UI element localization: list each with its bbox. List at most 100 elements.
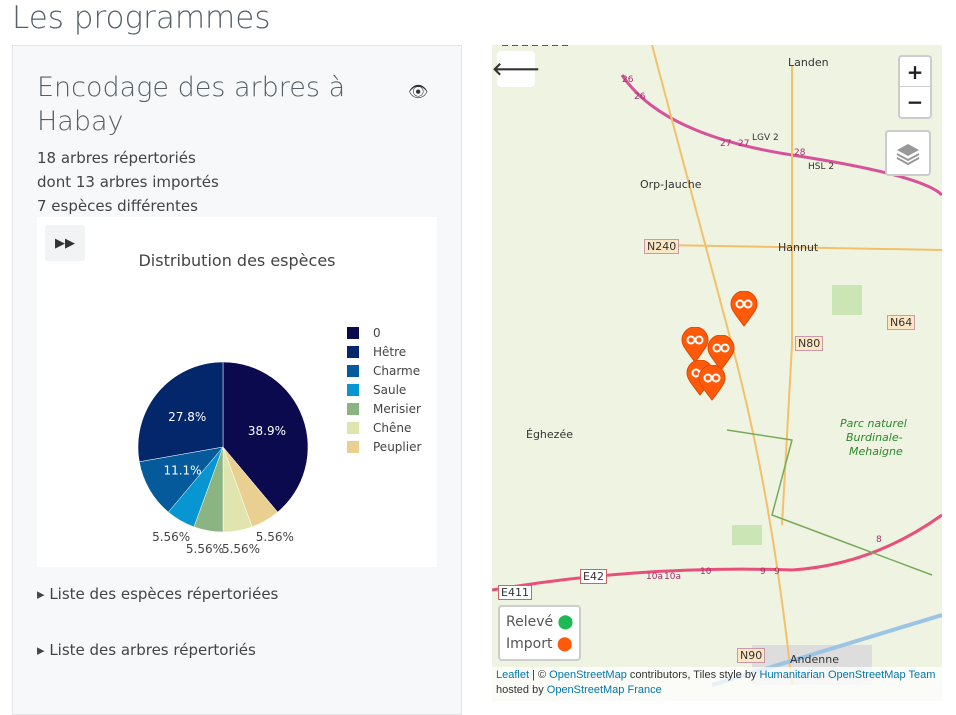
import-marker[interactable] (681, 326, 709, 363)
road-label: 10a (664, 572, 681, 582)
back-button[interactable]: 🡐 (492, 51, 540, 87)
attr-text: contributors, Tiles style by (626, 669, 760, 681)
legend-label: Chêne (373, 420, 412, 435)
eye-icon[interactable]: 👁 (408, 82, 429, 101)
legend-label: 0 (373, 325, 381, 340)
place-label: Hannut (778, 241, 819, 254)
arrow-left-icon: 🡐 (492, 58, 541, 80)
pie-label: 5.56% (152, 530, 190, 544)
pie-slice-0[interactable] (222, 361, 309, 513)
attr-line-1: Leaflet | © OpenStreetMap contributors, … (496, 668, 938, 683)
page-title: Les programmes (12, 0, 271, 36)
road-label: N64 (887, 315, 916, 330)
attr-line-2: hosted by OpenStreetMap France (496, 683, 938, 698)
legend-releve: Relevé ⬤ (506, 611, 573, 633)
park-label: Parc naturel (840, 417, 907, 430)
zoom-out-button[interactable]: − (906, 90, 924, 114)
trees-list-toggle[interactable]: ▸ Liste des arbres répertoriés (37, 641, 256, 659)
map-attribution: Leaflet | © OpenStreetMap contributors, … (492, 667, 942, 701)
import-marker[interactable] (698, 364, 726, 401)
park-label: Burdinale- (846, 431, 903, 444)
layers-icon (896, 144, 920, 166)
pie-slice-Hêtre[interactable] (137, 361, 224, 463)
green-marker-icon: ⬤ (557, 614, 574, 630)
attr-text: hosted by (496, 684, 547, 696)
road-label: 10 (700, 567, 712, 577)
pie-chart: 38.9%5.56%5.56%5.56%5.56%11.1%27.8% (137, 361, 309, 556)
program-card: Encodage des arbres à Habay 👁 18 arbres … (12, 45, 462, 715)
legend-swatch (347, 440, 359, 453)
park-label: Mehaigne (849, 445, 903, 458)
program-title: Encodage des arbres à Habay (37, 72, 346, 137)
species-list-label: Liste des espèces répertoriées (49, 585, 279, 603)
road-label: 9 (760, 567, 766, 577)
legend-swatch (347, 364, 359, 377)
osmfr-link[interactable]: OpenStreetMap France (546, 684, 662, 696)
place-label: Éghezée (526, 428, 573, 441)
osm-link[interactable]: OpenStreetMap (549, 669, 627, 681)
legend-item[interactable]: 0 (347, 323, 421, 342)
road-label: LGV 2 (752, 133, 779, 143)
leaflet-link[interactable]: Leaflet (496, 669, 530, 681)
import-marker[interactable] (707, 334, 735, 371)
zoom-control: + − (898, 55, 932, 119)
legend-label: Charme (373, 363, 421, 378)
pie-label: 27.8% (168, 410, 206, 424)
import-marker[interactable] (730, 290, 758, 327)
legend-swatch (347, 326, 359, 339)
legend-swatch (347, 421, 359, 434)
pie-label: 38.9% (248, 424, 286, 438)
legend-import: Import ⬤ (506, 633, 573, 655)
legend-item[interactable]: Hêtre (347, 342, 421, 361)
road-label: 26 (622, 75, 634, 85)
pie-label: 5.56% (256, 530, 294, 544)
map[interactable]: Landen Orp-Jauche Hannut Éghezée Andenne… (492, 45, 942, 701)
legend-swatch (347, 345, 359, 358)
stat-trees: 18 arbres répertoriés (37, 149, 196, 167)
fast-forward-icon: ▶▶ (55, 235, 75, 251)
road-label: 9 (774, 567, 780, 577)
road-label: 8 (876, 535, 882, 545)
legend-item[interactable]: Merisier (347, 399, 421, 418)
road-label: E411 (498, 585, 532, 600)
stat-species: 7 espèces différentes (37, 197, 198, 215)
zoom-in-button[interactable]: + (900, 57, 930, 87)
fast-forward-button[interactable]: ▶▶ (45, 225, 85, 261)
trees-list-label: Liste des arbres répertoriés (49, 641, 256, 659)
place-label: Andenne (790, 653, 839, 666)
road-label: E42 (580, 569, 607, 584)
layers-button[interactable] (885, 130, 931, 176)
stat-imported: dont 13 arbres importés (37, 173, 219, 191)
species-chart: ▶▶ Distribution des espèces 38.9% 5.56% 5.… (37, 217, 437, 567)
legend-swatch (347, 402, 359, 415)
place-label: Orp-Jauche (640, 178, 702, 191)
program-stats: 18 arbres répertoriés dont 13 arbres imp… (37, 146, 219, 218)
chart-legend: 0 Hêtre Charme Saule Merisier Chêne Peuplier (347, 323, 421, 456)
legend-swatch (347, 383, 359, 396)
road-label: N80 (795, 336, 824, 351)
orange-marker-icon: ⬤ (556, 636, 573, 652)
legend-label: Saule (373, 382, 407, 397)
road-label: HSL 2 (808, 162, 835, 172)
legend-item[interactable]: Peuplier (347, 437, 421, 456)
road-label: 10a (646, 572, 663, 582)
road-label: 28 (794, 148, 806, 158)
hot-link[interactable]: Humanitarian OpenStreetMap Team (759, 669, 936, 681)
road-label: 26 (634, 92, 646, 102)
road-label: 27 (720, 139, 732, 149)
map-legend: Relevé ⬤ Import ⬤ (498, 605, 582, 661)
legend-item[interactable]: Saule (347, 380, 421, 399)
chart-title: Distribution des espèces (138, 251, 336, 270)
attr-text: | © (529, 669, 550, 681)
species-list-toggle[interactable]: ▸ Liste des espèces répertoriées (37, 585, 279, 603)
pie-label: 5.56% (222, 542, 260, 556)
legend-item[interactable]: Charme (347, 361, 421, 380)
legend-label: Merisier (373, 401, 421, 416)
legend-item[interactable]: Chêne (347, 418, 421, 437)
road-label: N90 (737, 648, 766, 663)
legend-label: Hêtre (373, 344, 407, 359)
pie-label: 5.56% (186, 542, 224, 556)
road-label: N240 (644, 239, 680, 254)
legend-label: Relevé (506, 614, 554, 630)
pie-label: 11.1% (163, 463, 201, 477)
